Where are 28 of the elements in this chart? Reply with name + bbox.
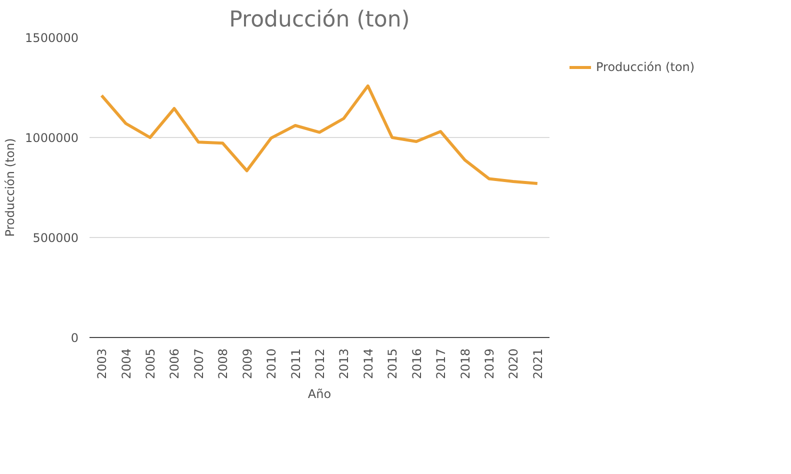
x-tick-label: 2004 (119, 348, 134, 380)
x-tick-label: 2021 (530, 348, 545, 380)
x-tick-label: 2012 (313, 348, 327, 380)
y-tick-label: 0 (70, 331, 79, 345)
x-tick-label: 2007 (192, 348, 206, 380)
chart-title: Producción (ton) (229, 8, 410, 32)
x-tick-label: 2013 (337, 348, 352, 380)
x-tick-label: 2006 (168, 348, 182, 380)
x-tick-label: 2018 (458, 348, 472, 380)
x-tick-label: 2019 (482, 348, 496, 380)
y-tick-label: 500000 (32, 231, 79, 245)
x-tick-label: 2015 (386, 348, 400, 380)
x-tick-label: 2010 (264, 348, 279, 380)
x-tick-label: 2008 (216, 348, 230, 380)
x-tick-label: 2016 (410, 348, 424, 380)
y-tick-label: 1500000 (25, 31, 79, 45)
y-tick-label: 1000000 (25, 131, 79, 145)
legend-label: Producción (ton) (596, 60, 695, 74)
x-tick-label: 2003 (95, 348, 110, 380)
x-axis-title: Año (308, 387, 332, 402)
x-tick-label: 2009 (240, 348, 254, 380)
x-tick-label: 2017 (434, 348, 448, 380)
x-tick-label: 2020 (506, 348, 521, 380)
x-tick-label: 2005 (144, 348, 158, 380)
y-axis-title: Producción (ton) (3, 138, 18, 237)
x-tick-label: 2011 (288, 348, 303, 380)
line-series (100, 84, 539, 185)
x-tick-label: 2014 (361, 348, 376, 380)
